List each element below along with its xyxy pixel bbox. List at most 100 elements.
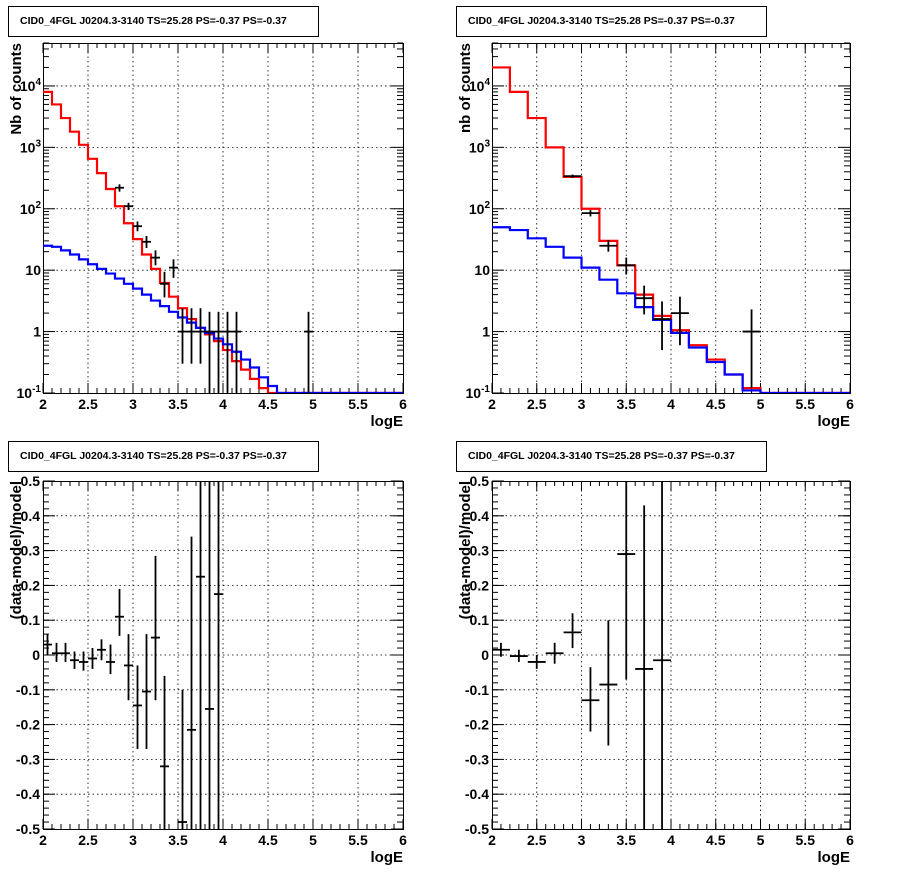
y-tick-label: 0.1	[470, 612, 490, 628]
x-tick-label: 2	[39, 832, 47, 848]
y-tick-label: 1	[482, 324, 490, 340]
data-layer	[43, 481, 223, 829]
y-tick-label: 102	[20, 200, 42, 217]
chart-bottom-left: CID0_4FGL J0204.3-3140 TS=25.28 PS=-0.37…	[8, 441, 407, 866]
y-tick-label: -0.1	[16, 682, 40, 698]
chart-top-right: CID0_4FGL J0204.3-3140 TS=25.28 PS=-0.37…	[456, 6, 854, 430]
x-tick-label: 2.5	[527, 396, 547, 412]
plot-frame	[43, 43, 404, 394]
x-tick-label: 4.5	[258, 832, 278, 848]
x-tick-label: 2.5	[78, 396, 98, 412]
x-tick-label: 5.5	[796, 396, 816, 412]
title-box	[8, 441, 319, 472]
y-tick-label: 0.4	[21, 508, 41, 524]
y-tick-label: -0.5	[16, 821, 40, 837]
x-tick-label: 4	[667, 396, 675, 412]
y-tick-label: 103	[20, 138, 42, 155]
y-tick-label: -0.1	[465, 682, 489, 698]
x-tick-label: 5.5	[348, 396, 368, 412]
y-tick-label: 0.4	[470, 508, 490, 524]
chart-title: CID0_4FGL J0204.3-3140 TS=25.28 PS=-0.37…	[468, 15, 735, 27]
x-tick-label: 2.5	[78, 832, 98, 848]
y-tick-label: -0.3	[465, 751, 489, 767]
y-tick-label: 0.5	[21, 473, 41, 489]
y-tick-label: 10	[25, 262, 41, 278]
chart-title: CID0_4FGL J0204.3-3140 TS=25.28 PS=-0.37…	[20, 15, 287, 27]
x-tick-label: 3	[129, 396, 137, 412]
x-axis-label: logE	[818, 413, 851, 430]
y-tick-label: 104	[20, 77, 42, 94]
x-tick-label: 4	[219, 832, 227, 848]
model-step-line-background	[43, 244, 403, 393]
y-tick-label: 0.1	[21, 612, 41, 628]
y-axis-label: Nb of counts	[8, 43, 25, 135]
x-tick-label: 6	[399, 396, 407, 412]
y-tick-label: -0.3	[16, 751, 40, 767]
x-tick-label: 2	[488, 396, 496, 412]
model-step-line-total	[492, 66, 850, 393]
x-tick-label: 2	[39, 396, 47, 412]
data-layer	[492, 66, 850, 393]
x-axis-label: logE	[371, 413, 404, 430]
x-tick-label: 6	[846, 832, 854, 848]
y-tick-label: 10	[474, 262, 490, 278]
x-tick-label: 3.5	[168, 396, 188, 412]
y-tick-label: 103	[469, 138, 491, 155]
title-box	[456, 441, 767, 472]
y-tick-label: 0.2	[470, 577, 490, 593]
x-tick-label: 4	[219, 396, 227, 412]
y-tick-label: 10-1	[466, 384, 491, 401]
x-tick-label: 5.5	[796, 832, 816, 848]
y-axis-label: (data-model)/model	[457, 481, 474, 619]
x-tick-label: 4	[667, 832, 675, 848]
y-tick-label: 0.3	[21, 543, 41, 559]
chart-bottom-right: CID0_4FGL J0204.3-3140 TS=25.28 PS=-0.37…	[456, 441, 854, 866]
y-tick-label: 0.2	[21, 577, 41, 593]
y-axis-label: nb of counts	[457, 43, 474, 133]
plot-frame	[492, 43, 851, 394]
title-box	[456, 6, 767, 37]
plot-frame	[492, 481, 851, 830]
x-tick-label: 4.5	[706, 396, 726, 412]
chart-title: CID0_4FGL J0204.3-3140 TS=25.28 PS=-0.37…	[20, 450, 287, 462]
y-tick-label: 0	[481, 647, 489, 663]
x-tick-label: 5	[757, 832, 765, 848]
model-step-line-background	[492, 226, 850, 393]
y-tick-label: 1	[33, 324, 41, 340]
y-tick-label: 0	[32, 647, 40, 663]
x-tick-label: 2	[488, 832, 496, 848]
x-tick-label: 3	[578, 832, 586, 848]
y-tick-label: -0.4	[465, 786, 489, 802]
x-tick-label: 3	[129, 832, 137, 848]
x-tick-label: 5	[309, 396, 317, 412]
x-tick-label: 6	[846, 396, 854, 412]
chart-top-left: CID0_4FGL J0204.3-3140 TS=25.28 PS=-0.37…	[8, 6, 407, 430]
y-tick-label: -0.4	[16, 786, 40, 802]
data-layer	[43, 90, 403, 393]
data-layer	[492, 481, 671, 829]
x-tick-label: 6	[399, 832, 407, 848]
y-tick-label: 0.5	[470, 473, 490, 489]
y-tick-label: 0.3	[470, 543, 490, 559]
y-tick-label: -0.2	[16, 717, 40, 733]
x-tick-label: 5	[757, 396, 765, 412]
x-tick-label: 4.5	[706, 832, 726, 848]
y-tick-label: -0.5	[465, 821, 489, 837]
x-axis-label: logE	[818, 849, 851, 866]
chart-title: CID0_4FGL J0204.3-3140 TS=25.28 PS=-0.37…	[468, 450, 735, 462]
x-tick-label: 5	[309, 832, 317, 848]
y-tick-label: 10-1	[17, 384, 42, 401]
y-axis-label: (data-model)/model	[8, 481, 25, 619]
y-tick-label: 102	[469, 200, 491, 217]
x-tick-label: 4.5	[258, 396, 278, 412]
x-tick-label: 3.5	[168, 832, 188, 848]
y-tick-label: -0.2	[465, 717, 489, 733]
y-tick-label: 104	[469, 77, 491, 94]
x-tick-label: 5.5	[348, 832, 368, 848]
x-tick-label: 2.5	[527, 832, 547, 848]
x-axis-label: logE	[371, 849, 404, 866]
x-tick-label: 3.5	[617, 832, 637, 848]
x-tick-label: 3	[578, 396, 586, 412]
title-box	[8, 6, 319, 37]
